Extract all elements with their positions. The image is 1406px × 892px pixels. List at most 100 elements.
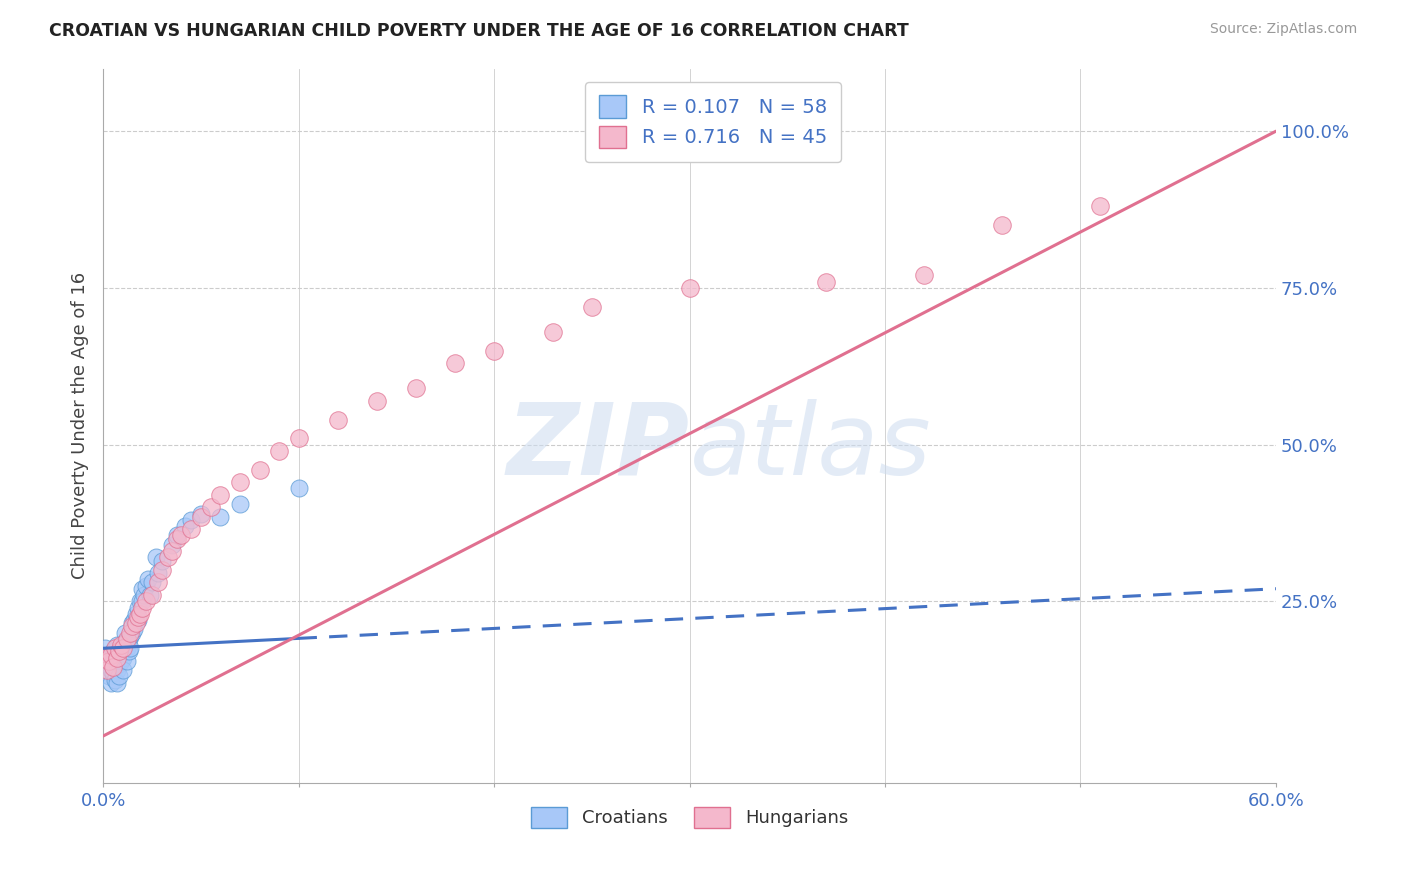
Point [96, 657, 118, 671]
Text: atlas: atlas [689, 399, 931, 496]
Point [111, 650, 134, 665]
Point [105, 650, 128, 665]
Point [100, 663, 122, 677]
Point [105, 638, 128, 652]
Point [111, 663, 134, 677]
Point [139, 588, 162, 602]
Point [129, 607, 152, 621]
Point [121, 619, 143, 633]
Text: Source: ZipAtlas.com: Source: ZipAtlas.com [1209, 22, 1357, 37]
Point [98, 650, 121, 665]
Point [190, 507, 212, 521]
Point [166, 532, 188, 546]
Point [209, 488, 232, 502]
Point [127, 600, 149, 615]
Point [815, 275, 838, 289]
Point [110, 638, 132, 652]
Point [114, 625, 136, 640]
Point [129, 594, 152, 608]
Y-axis label: Child Poverty Under the Age of 16: Child Poverty Under the Age of 16 [72, 272, 89, 579]
Point [115, 654, 138, 668]
Point [105, 675, 128, 690]
Point [107, 644, 129, 658]
Point [104, 660, 127, 674]
Point [107, 669, 129, 683]
Point [287, 431, 309, 445]
Point [107, 657, 129, 671]
Point [117, 632, 139, 646]
Point [482, 343, 505, 358]
Point [120, 625, 142, 640]
Point [101, 666, 124, 681]
Point [124, 613, 146, 627]
Point [105, 650, 128, 665]
Point [124, 623, 146, 637]
Point [94, 650, 117, 665]
Point [115, 641, 138, 656]
Point [581, 300, 603, 314]
Point [541, 325, 564, 339]
Point [125, 607, 148, 621]
Point [160, 544, 183, 558]
Point [267, 443, 290, 458]
Point [127, 610, 149, 624]
Point [912, 268, 935, 283]
Point [131, 600, 153, 615]
Point [101, 654, 124, 668]
Point [104, 641, 127, 656]
Point [326, 412, 349, 426]
Point [115, 632, 138, 646]
Point [229, 475, 252, 490]
Point [200, 500, 222, 515]
Point [107, 644, 129, 658]
Point [121, 625, 143, 640]
Point [180, 513, 202, 527]
Point [100, 675, 122, 690]
Point [110, 641, 132, 656]
Point [100, 648, 122, 662]
Point [166, 528, 188, 542]
Point [249, 463, 271, 477]
Point [125, 616, 148, 631]
Point [150, 553, 173, 567]
Point [444, 356, 467, 370]
Text: CROATIAN VS HUNGARIAN CHILD POVERTY UNDER THE AGE OF 16 CORRELATION CHART: CROATIAN VS HUNGARIAN CHILD POVERTY UNDE… [49, 22, 908, 40]
Point [135, 579, 157, 593]
Point [110, 654, 132, 668]
Point [190, 509, 212, 524]
Point [174, 519, 197, 533]
Point [131, 582, 153, 596]
Point [135, 594, 157, 608]
Point [111, 638, 134, 652]
Point [96, 663, 118, 677]
Point [150, 563, 173, 577]
Text: ZIP: ZIP [506, 399, 689, 496]
Point [127, 613, 149, 627]
Point [180, 522, 202, 536]
Point [104, 648, 127, 662]
Point [98, 669, 121, 683]
Point [160, 538, 183, 552]
Point [145, 550, 167, 565]
Point [120, 629, 142, 643]
Point [136, 572, 159, 586]
Point [105, 663, 128, 677]
Point [678, 281, 700, 295]
Point [141, 588, 163, 602]
Legend: Croatians, Hungarians: Croatians, Hungarians [523, 799, 855, 835]
Point [111, 641, 134, 656]
Point [146, 575, 169, 590]
Point [101, 660, 124, 674]
Point [1088, 199, 1111, 213]
Point [121, 616, 143, 631]
Point [141, 575, 163, 590]
Point [991, 218, 1014, 232]
Point [114, 635, 136, 649]
Point [98, 654, 121, 668]
Point [287, 482, 309, 496]
Point [134, 588, 156, 602]
Point [94, 641, 117, 656]
Point [209, 509, 232, 524]
Point [120, 641, 142, 656]
Point [146, 566, 169, 580]
